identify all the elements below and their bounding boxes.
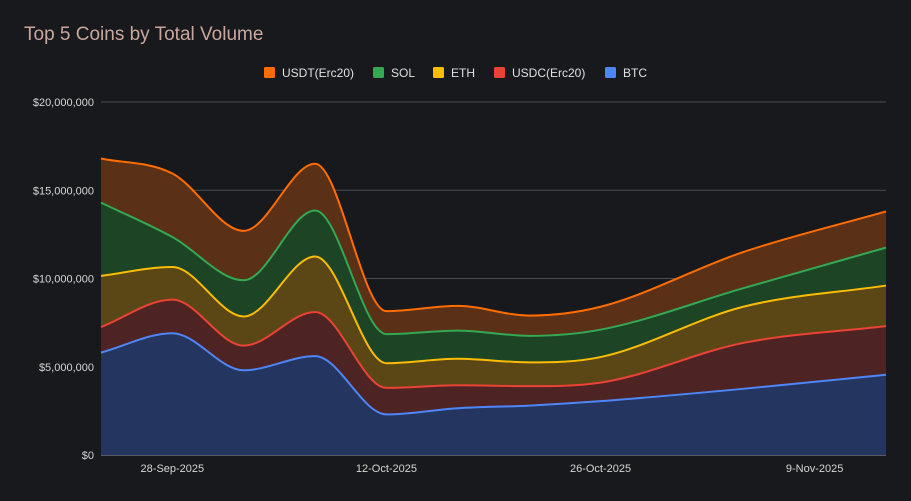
area-usdt-erc20 [101,158,886,336]
x-tick-label: 9-Nov-2025 [786,463,843,475]
x-tick-label: 12-Oct-2025 [356,463,417,475]
legend-item[interactable]: BTC [605,66,647,80]
y-tick-label: $5,000,000 [39,362,94,374]
y-tick-label: $10,000,000 [33,274,94,286]
legend-item[interactable]: USDC(Erc20) [494,66,585,80]
line-eth [100,255,887,365]
y-tick-label: $15,000,000 [33,185,94,197]
area-eth [101,256,886,388]
legend-item[interactable]: USDT(Erc20) [264,66,354,80]
area-usdc-erc20 [101,299,886,415]
legend[interactable]: USDT(Erc20) SOL ETH USDC(Erc20) BTC [264,66,647,80]
legend-label: ETH [451,66,475,80]
x-tick-label: 26-Oct-2025 [570,463,631,475]
legend-label: USDC(Erc20) [512,66,585,80]
legend-swatch [264,67,275,78]
legend-swatch [605,67,616,78]
legend-swatch [433,67,444,78]
x-tick-label: 28-Sep-2025 [141,463,205,475]
y-tick-label: $20,000,000 [33,97,94,109]
line-usdt-erc20 [100,157,887,317]
legend-swatch [373,67,384,78]
line-sol [100,201,887,337]
legend-item[interactable]: ETH [433,66,475,80]
legend-label: USDT(Erc20) [282,66,354,80]
legend-swatch [494,67,505,78]
y-tick-label: $0 [82,450,94,462]
area-sol [101,202,886,364]
area-btc [101,333,886,455]
axis-layer: $0 $5,000,000 $10,000,000 $15,000,000 $20,00… [33,97,844,475]
chart-title: Top 5 Coins by Total Volume [24,24,264,45]
legend-item[interactable]: SOL [373,66,415,80]
line-usdc-erc20 [100,298,887,389]
line-btc [100,332,887,416]
area-layer [101,158,886,455]
legend-label: SOL [391,66,415,80]
line-layer [100,157,887,416]
legend-label: BTC [623,66,647,80]
